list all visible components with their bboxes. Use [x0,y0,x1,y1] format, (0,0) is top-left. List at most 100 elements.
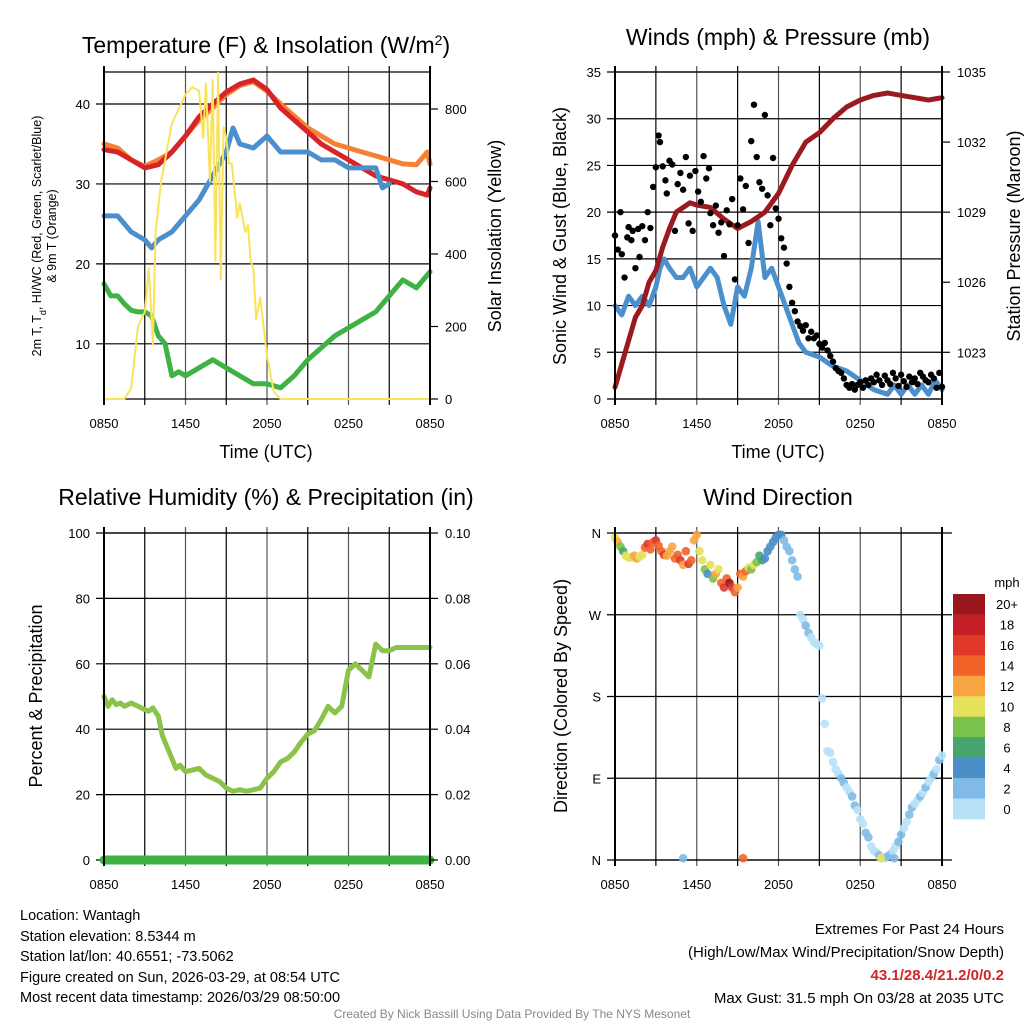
series-insolation [103,71,431,400]
direction-point [828,757,838,767]
x-tick-label: 0850 [928,416,957,431]
direction-point [801,621,811,630]
y-right-tick-label: 1026 [957,275,986,290]
direction-point [738,853,748,863]
direction-point [890,853,899,863]
gust-point [671,227,679,235]
gust-point [859,384,867,391]
direction-point [847,792,857,801]
temperature-ylabel-line1: 2m T, Td, HI/WC (Red, Green, Scarlet/Blu… [30,116,48,357]
gust-point [827,352,834,360]
speed-colorbar: 20+ 18 16 14 12 10 8 6 4 2 0 [953,594,1018,820]
credit-text: Created By Nick Bassill Using Data Provi… [333,1007,691,1021]
temperature-series [101,71,433,400]
gust-point [629,227,636,235]
gust-point [644,208,651,216]
gust-point [895,382,902,390]
wind-direction-panel: Wind Direction 0850 1450 2050 0250 0850NESWN… [551,484,1020,892]
gust-point [930,375,938,382]
colorbar-swatch [953,675,985,697]
location-text: Location: Wantagh [20,908,141,924]
colorbar-swatch [953,716,985,738]
direction-point [790,565,800,574]
x-tick-label: 2050 [764,416,793,431]
gust-point [745,239,752,247]
gust-point [669,161,676,168]
colorbar-label: 20+ [996,597,1018,612]
gust-point [639,222,646,230]
direction-point [667,542,677,551]
y-right-tick-label: 1032 [957,135,986,150]
x-tick-label: 0850 [416,877,445,892]
y-tick-label: 20 [76,788,90,803]
humidity-ylabel: Percent & Precipitation [26,604,46,787]
direction-point [785,546,794,556]
gust-point [900,378,908,385]
temperature-panel: Temperature (F) & Insolation (W/m2) 0850… [30,32,505,462]
gust-point [873,371,880,378]
humidity-axes: 0850 1450 2050 0250 08500204060801000.000.02… [68,526,470,892]
gust-point [715,229,722,236]
x-tick-label: 1450 [682,416,711,431]
y-right-tick-label: 200 [445,319,467,334]
direction-point [817,694,827,703]
series-sonic-wind [612,219,945,397]
extremes-title: Extremes For Past 24 Hours [814,921,1004,938]
y-tick-label: 15 [587,252,601,267]
gust-point [936,369,943,377]
colorbar-swatch [953,594,985,615]
winds-title: Winds (mph) & Pressure (mb) [626,24,930,50]
gust-point [694,188,702,195]
gust-point [628,236,635,244]
gust-point [778,235,785,242]
gust-point [647,224,654,232]
y-tick-label: 10 [76,337,90,352]
colorbar-label: 0 [1003,802,1010,817]
colorbar-label: 18 [1000,618,1014,633]
gust-point [720,252,728,260]
y-right-tick-label: 1035 [957,65,986,80]
y-tick-label: 40 [76,97,90,112]
gust-point [818,344,826,351]
gust-point [813,332,820,339]
winds-axes: 0850 1450 2050 0250 085005101520253035102310… [587,65,986,431]
y-right-tick-label: 400 [445,247,467,262]
winds-panel: Winds (mph) & Pressure (mb) 0850 1450 2050… [550,24,1024,462]
gust-point [625,223,632,231]
colorbar-label: 6 [1003,740,1010,755]
gust-point [655,132,662,139]
y-right-tick-label: 0.04 [445,722,470,737]
y-tick-label: 20 [587,205,601,220]
direction-point [858,819,868,828]
gust-point [753,153,760,161]
series-pressure [612,90,945,390]
gust-point [797,322,804,330]
y-tick-label: 40 [76,722,90,737]
y-tick-label: 80 [76,591,90,606]
gust-point [862,377,869,384]
gust-point [786,283,793,291]
gust-point [750,101,758,108]
gust-point [618,250,626,258]
y-tick-label: W [589,608,602,623]
series-dew-point [101,269,433,391]
gust-point [737,175,744,182]
gust-point [697,198,705,206]
gust-point [712,202,720,209]
direction-point [760,554,770,563]
gust-point [709,222,717,229]
gust-point [728,195,736,203]
extremes-values: 43.1/28.4/21.2/0/0.2 [870,967,1004,984]
gust-point [788,299,796,306]
gust-point [889,369,897,377]
humidity-title: Relative Humidity (%) & Precipitation (i… [58,484,473,510]
y-right-tick-label: 0.00 [445,853,470,868]
winds-ylabel: Sonic Wind & Gust (Blue, Black) [550,107,570,365]
gust-point [837,369,845,377]
timestamp-text: Most recent data timestamp: 2026/03/29 0… [20,990,341,1006]
gust-point [734,222,741,229]
gust-point [802,321,809,329]
x-tick-label: 2050 [253,877,282,892]
gust-point [692,167,699,175]
